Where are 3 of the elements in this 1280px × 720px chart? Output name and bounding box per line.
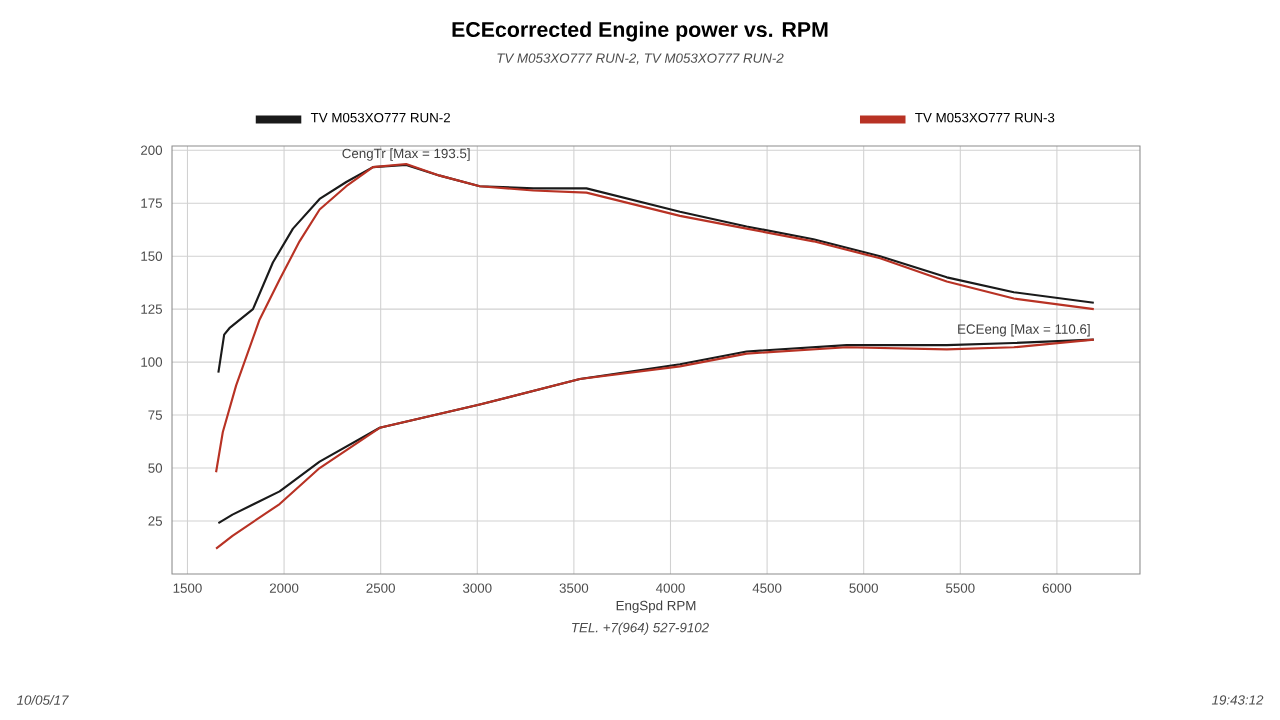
line-series (215, 162, 1095, 474)
line-series (217, 163, 1095, 374)
chart-title: ECEcorrected Engine power vs. RPM (452, 21, 828, 42)
